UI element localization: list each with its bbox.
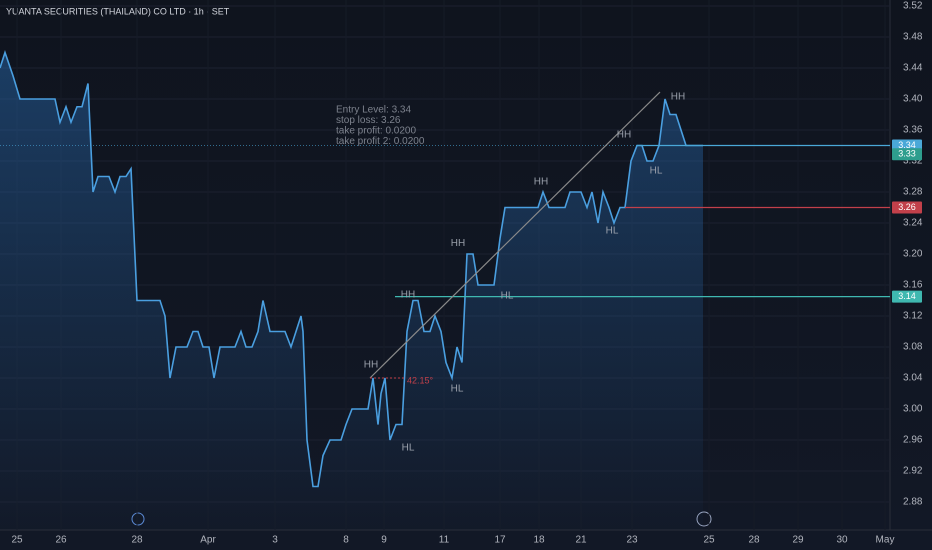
price-label-box	[892, 201, 922, 214]
y-tick-label: 3.12	[903, 311, 923, 322]
annotation: HL	[501, 290, 514, 301]
y-tick-label: 3.20	[903, 249, 923, 260]
y-tick-label: 2.96	[903, 435, 923, 446]
x-tick-label: Apr	[200, 535, 216, 546]
y-tick-label: 3.08	[903, 342, 923, 353]
note-line: Entry Level: 3.34	[336, 104, 411, 115]
x-tick-label: 11	[439, 535, 450, 546]
y-tick-label: 3.52	[903, 1, 923, 12]
y-tick-label: 2.92	[903, 466, 923, 477]
annotation: HL	[451, 383, 464, 394]
note-line: take profit 2: 0.0200	[336, 136, 425, 147]
y-tick-label: 3.00	[903, 404, 923, 415]
x-tick-label: 21	[575, 535, 587, 546]
x-tick-label: 26	[55, 535, 67, 546]
x-tick-label: 9	[381, 535, 387, 546]
price-label: 3.33	[898, 149, 916, 159]
y-tick-label: 3.24	[903, 218, 923, 229]
x-tick-label: 8	[343, 535, 349, 546]
x-tick-label: May	[876, 535, 895, 546]
annotation: HH	[451, 238, 465, 249]
price-label-box	[892, 148, 922, 161]
x-tick-label: 25	[11, 535, 23, 546]
annotation: HL	[606, 225, 619, 236]
price-label: 3.14	[898, 291, 916, 301]
annotation: 42.15°	[407, 375, 434, 385]
y-tick-label: 3.48	[903, 32, 923, 43]
y-tick-label: 3.36	[903, 125, 923, 136]
price-label-box	[892, 290, 922, 303]
y-tick-label: 3.44	[903, 63, 923, 74]
annotation: HH	[401, 290, 415, 301]
annotation: HH	[534, 177, 548, 188]
annotation: HL	[402, 442, 415, 453]
annotation: HH	[364, 359, 378, 370]
x-tick-label: 17	[494, 535, 506, 546]
y-tick-label: 3.32	[903, 156, 923, 167]
x-tick-label: 3	[272, 535, 278, 546]
annotation: HH	[671, 91, 685, 102]
trend-line	[369, 91, 661, 379]
y-tick-label: 2.88	[903, 497, 923, 508]
note-line: stop loss: 3.26	[336, 115, 401, 126]
x-tick-label: 28	[131, 535, 143, 546]
y-tick-label: 3.28	[903, 187, 923, 198]
x-tick-label: 28	[748, 535, 760, 546]
price-label: 3.26	[898, 202, 916, 212]
y-tick-label: 3.04	[903, 373, 923, 384]
note-line: take profit: 0.0200	[336, 125, 416, 136]
price-label: 3.34	[898, 140, 916, 150]
annotation: HL	[650, 166, 663, 177]
y-tick-label: 3.40	[903, 94, 923, 105]
y-tick-label: 3.16	[903, 280, 923, 291]
annotation: HH	[617, 129, 631, 140]
x-tick-label: 18	[533, 535, 545, 546]
x-tick-label: 25	[703, 535, 715, 546]
price-line	[0, 49, 703, 488]
x-tick-label: 23	[626, 535, 638, 546]
chart-title: YUANTA SECURITIES (THAILAND) CO LTD · 1h…	[6, 6, 230, 16]
x-tick-label: 29	[792, 535, 804, 546]
x-tick-label: 30	[836, 535, 848, 546]
area	[0, 52, 703, 530]
